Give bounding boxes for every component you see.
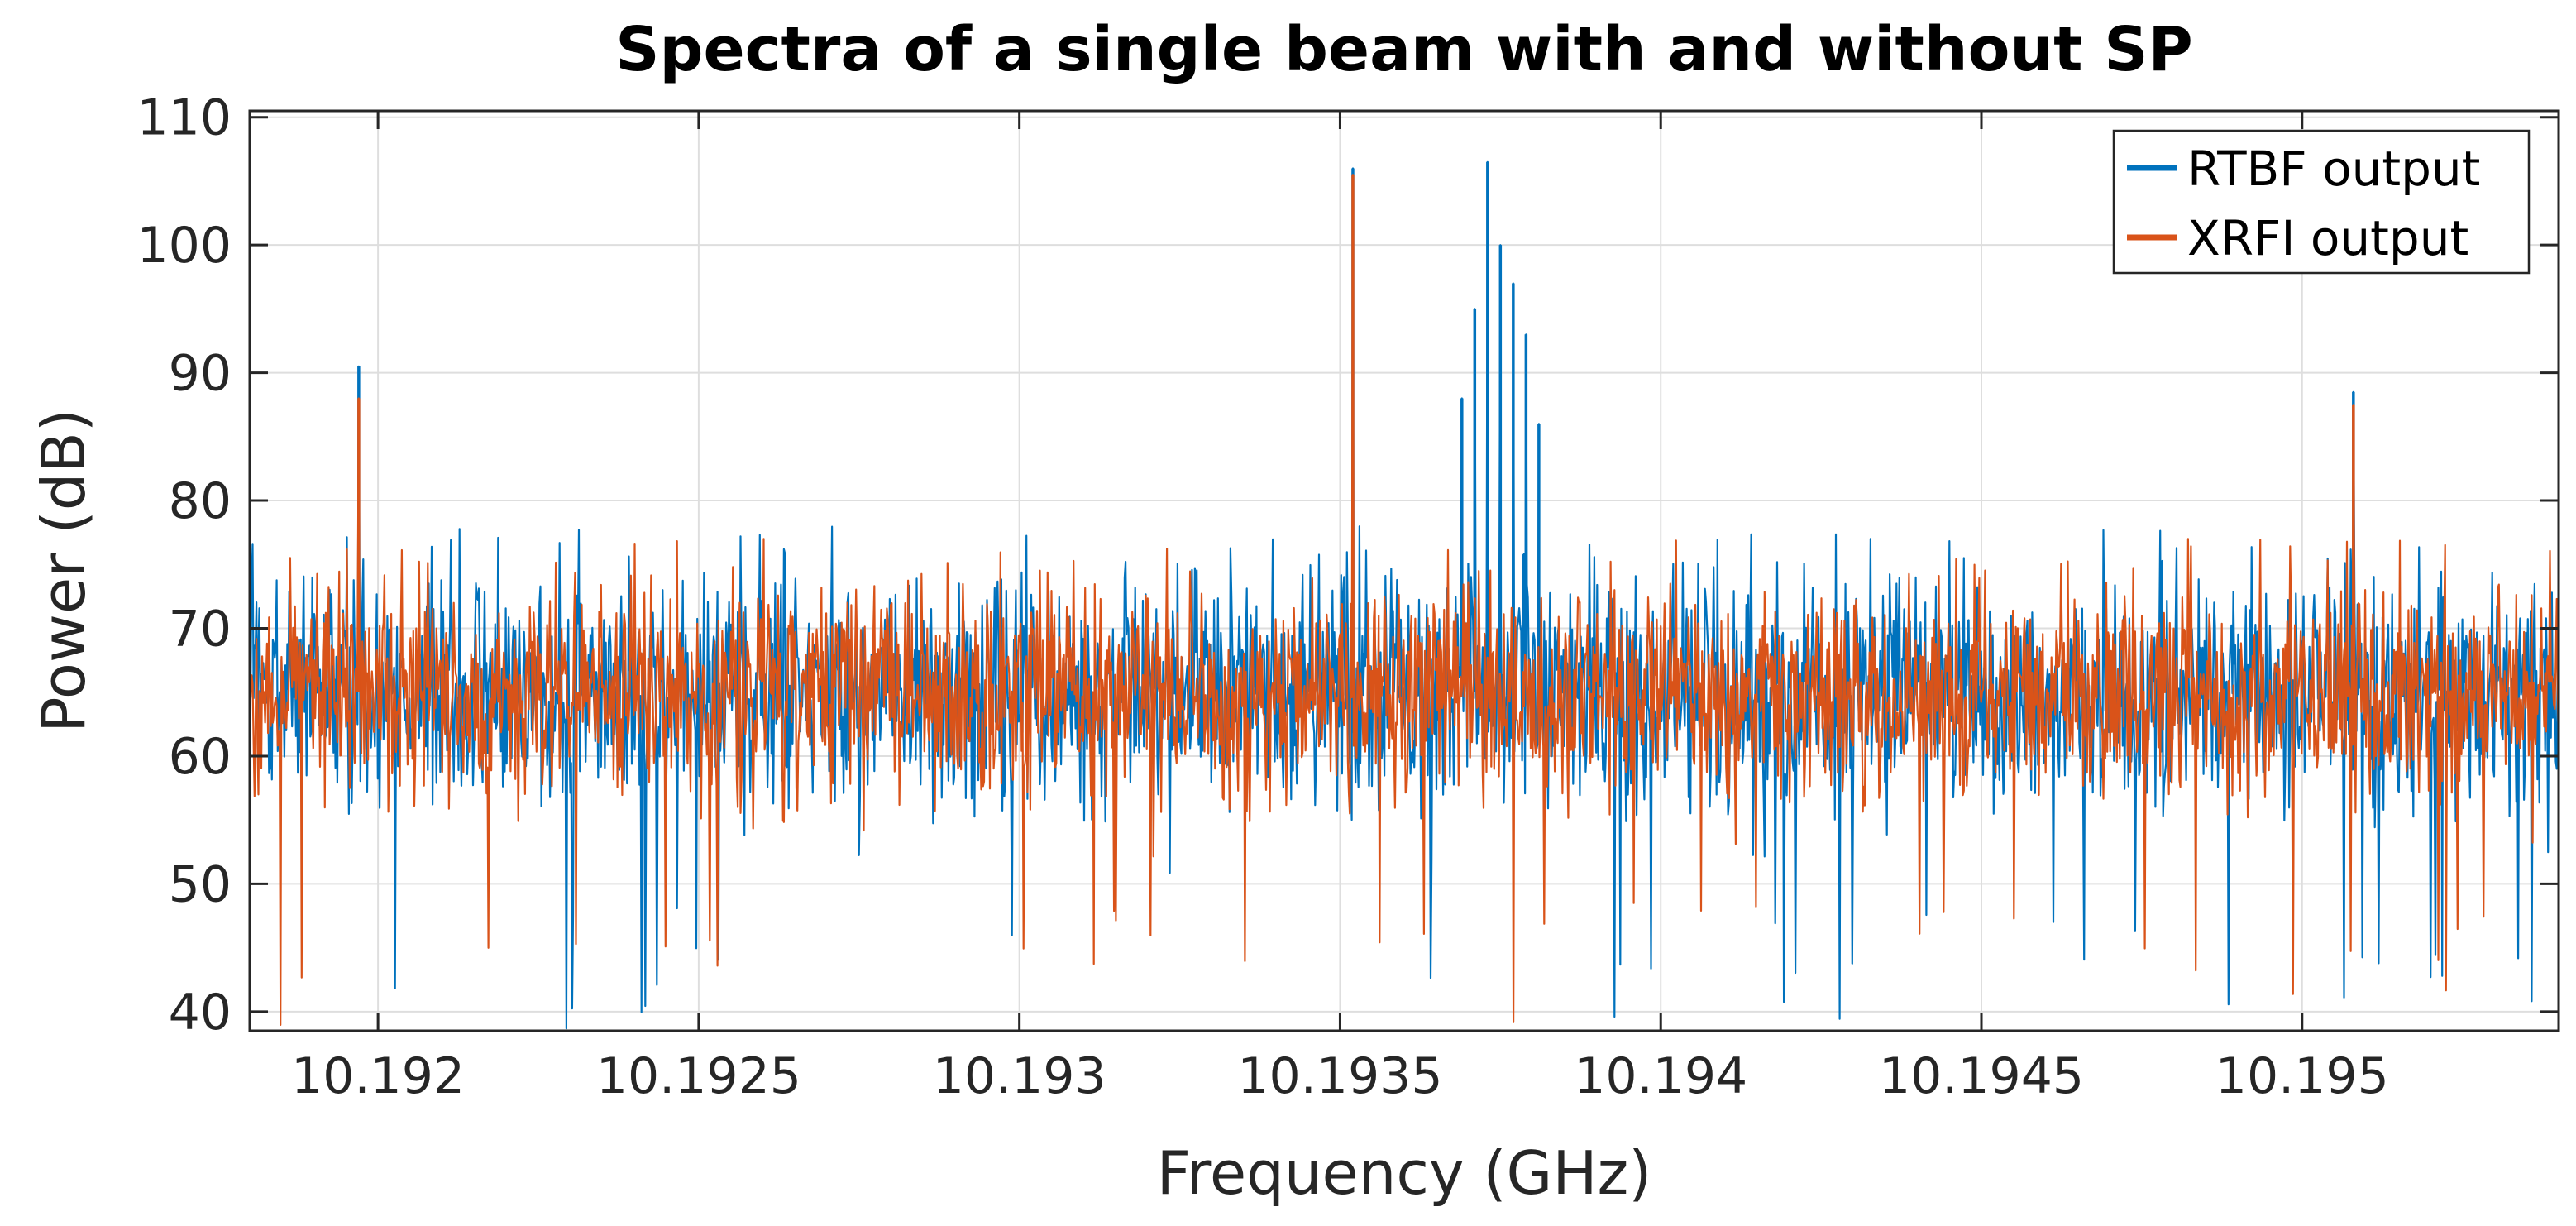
- y-tick-label: 110: [136, 89, 232, 147]
- plot-area-frame: [248, 109, 2560, 1032]
- x-tick-label: 10.195: [2215, 1047, 2389, 1105]
- legend-label-xrfi-output: XRFI output: [2187, 210, 2468, 266]
- axis-ticks: 10.192 10.1925 10.193 10.1935 10.194 10.1945 1…: [136, 89, 2559, 1105]
- y-tick-label: 50: [169, 855, 232, 913]
- y-axis-label: Power (dB): [29, 409, 98, 733]
- y-tick-label: 90: [169, 345, 232, 403]
- x-tick-label: 10.192: [291, 1047, 465, 1105]
- x-tick-label: 10.1935: [1237, 1047, 1442, 1105]
- x-tick-label: 10.193: [933, 1047, 1106, 1105]
- x-tick-label: 10.194: [1574, 1047, 1747, 1105]
- legend-label-rtbf-output: RTBF output: [2187, 141, 2480, 197]
- series-line-xrfi-output: [248, 174, 2560, 1026]
- grid-lines: [250, 111, 2559, 1031]
- y-tick-label: 40: [169, 984, 232, 1042]
- legend-box: [2112, 129, 2531, 275]
- y-tick-label: 80: [169, 472, 232, 530]
- legend: RTBF output XRFI output: [2112, 129, 2531, 275]
- x-axis-label: Frequency (GHz): [1157, 1138, 1652, 1208]
- x-tick-label: 10.1945: [1879, 1047, 2084, 1105]
- y-tick-label: 60: [169, 728, 232, 786]
- x-tick-label: 10.1925: [596, 1047, 801, 1105]
- y-tick-label: 100: [136, 217, 232, 275]
- chart-title: Spectra of a single beam with and withou…: [615, 14, 2193, 85]
- y-tick-label: 70: [169, 601, 232, 658]
- plot-series: [248, 160, 2560, 1030]
